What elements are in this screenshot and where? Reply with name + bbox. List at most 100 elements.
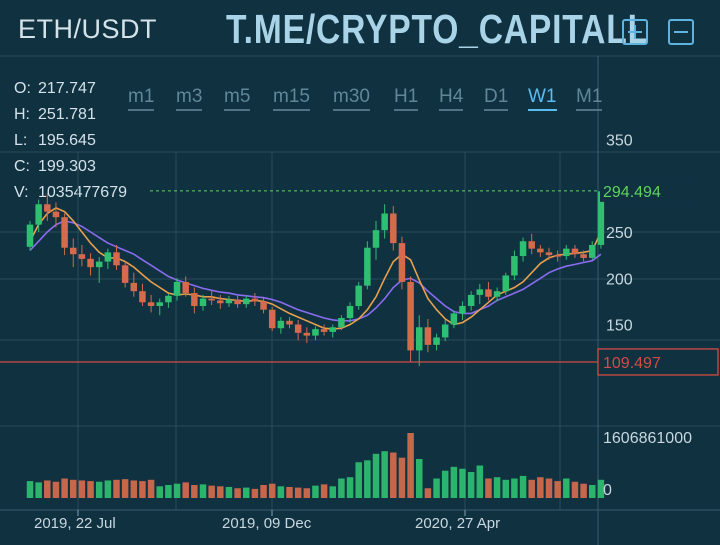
candle: [433, 333, 440, 351]
candle-body: [243, 298, 250, 305]
volume-bar: [545, 478, 553, 498]
timeframe-m1[interactable]: m1: [128, 86, 155, 111]
ohlc-panel: O: 217.747 H: 251.781 L: 195.645 C: 199.303 …: [14, 76, 127, 206]
candle-body: [113, 252, 120, 266]
candle-body: [459, 306, 466, 314]
price-tick-label: 200: [606, 271, 633, 288]
volume-bar: [139, 481, 146, 498]
candle-body: [338, 318, 345, 328]
candle-body: [519, 241, 527, 257]
low-value: 195.645: [38, 132, 96, 149]
candle-body: [294, 324, 302, 333]
volume-bar: [121, 479, 129, 498]
candle: [251, 293, 259, 306]
volume-bar: [407, 433, 414, 498]
candle: [493, 287, 501, 302]
candle-body: [398, 243, 406, 282]
volume-bar: [580, 483, 587, 498]
open-label: O:: [14, 80, 31, 97]
candle: [476, 283, 484, 305]
candle-body: [320, 329, 328, 332]
candle: [139, 283, 146, 306]
candle-body: [528, 241, 535, 249]
timeframe-h1[interactable]: H1: [394, 86, 419, 111]
timeframe-m15[interactable]: m15: [273, 86, 310, 111]
candle: [95, 256, 103, 283]
candle: [338, 315, 345, 331]
candle-body: [502, 275, 509, 292]
ohlc-open-row: O: 217.747: [14, 76, 127, 102]
candle-body: [121, 265, 129, 283]
volume-bar: [519, 475, 527, 498]
candle-body: [563, 248, 570, 257]
volume-bar: [364, 460, 371, 498]
candle-body: [416, 327, 423, 351]
candle-body: [251, 298, 259, 302]
ohlc-low-row: L: 195.645: [14, 128, 127, 154]
ohlc-high-row: H: 251.781: [14, 102, 127, 128]
zoom-out-button[interactable]: [668, 19, 694, 45]
candle-body: [225, 299, 233, 304]
timeframe-m3[interactable]: m3: [176, 86, 203, 111]
candle-body: [52, 211, 60, 218]
candle: [277, 317, 285, 334]
candle-body: [61, 217, 68, 248]
support-price-tag: [597, 348, 719, 376]
candle: [329, 324, 336, 338]
volume-bar: [416, 459, 423, 498]
volume-bar: [459, 468, 466, 498]
volume-bar: [26, 481, 34, 498]
volume-bar: [225, 486, 233, 498]
zoom-in-button[interactable]: [622, 19, 648, 45]
volume-bar: [563, 478, 570, 498]
volume-bar: [450, 466, 458, 498]
high-label: H:: [14, 106, 30, 123]
volume-bar: [52, 481, 60, 498]
candle-body: [217, 300, 224, 304]
volume-bar: [528, 479, 535, 498]
candle: [294, 319, 302, 341]
timeframe-m30[interactable]: m30: [333, 86, 370, 111]
candle: [407, 276, 414, 362]
candle-body: [139, 291, 146, 303]
slow-ma-line: [29, 220, 602, 322]
timeframe-h4[interactable]: H4: [439, 86, 464, 111]
brand-watermark: T.ME/CRYPTO_CAPITALL: [226, 6, 649, 52]
candle-body: [589, 244, 596, 258]
timeframe-m5[interactable]: m5: [224, 86, 251, 111]
date-tick-label: 2019, 22 Jul: [34, 515, 116, 532]
candle-body: [130, 282, 138, 292]
candle-body: [493, 291, 501, 297]
timeframe-w1[interactable]: W1: [528, 86, 557, 111]
candle-body: [424, 327, 432, 345]
volume-bar: [433, 478, 440, 498]
volume-bar: [87, 481, 94, 498]
candle: [398, 236, 406, 290]
volume-bar: [208, 485, 215, 498]
candle: [243, 295, 250, 308]
candle-body: [208, 298, 215, 301]
volume-bar: [329, 486, 336, 498]
timeframe-d1[interactable]: D1: [484, 86, 509, 111]
volume-bar: [268, 483, 276, 498]
volume-bars: [26, 433, 605, 498]
candle: [589, 241, 596, 260]
chart-axes: 350 250 200 150 1606861000 0 2019, 22 Jul 2019,…: [34, 133, 692, 533]
volume-bar: [589, 485, 596, 498]
volume-bar: [303, 488, 311, 498]
volume-bar: [338, 478, 345, 498]
candle-body: [35, 204, 42, 225]
candle: [147, 294, 155, 313]
candle: [173, 278, 181, 301]
timeframe-m1-month[interactable]: M1: [576, 86, 603, 111]
candle-body: [268, 309, 276, 329]
candle: [502, 272, 509, 295]
volume-bar: [147, 479, 155, 498]
candle: [26, 220, 34, 251]
candle: [364, 241, 371, 290]
candle: [563, 244, 570, 260]
candle: [234, 295, 241, 308]
volume-label: V:: [14, 184, 29, 201]
candle: [450, 310, 458, 329]
